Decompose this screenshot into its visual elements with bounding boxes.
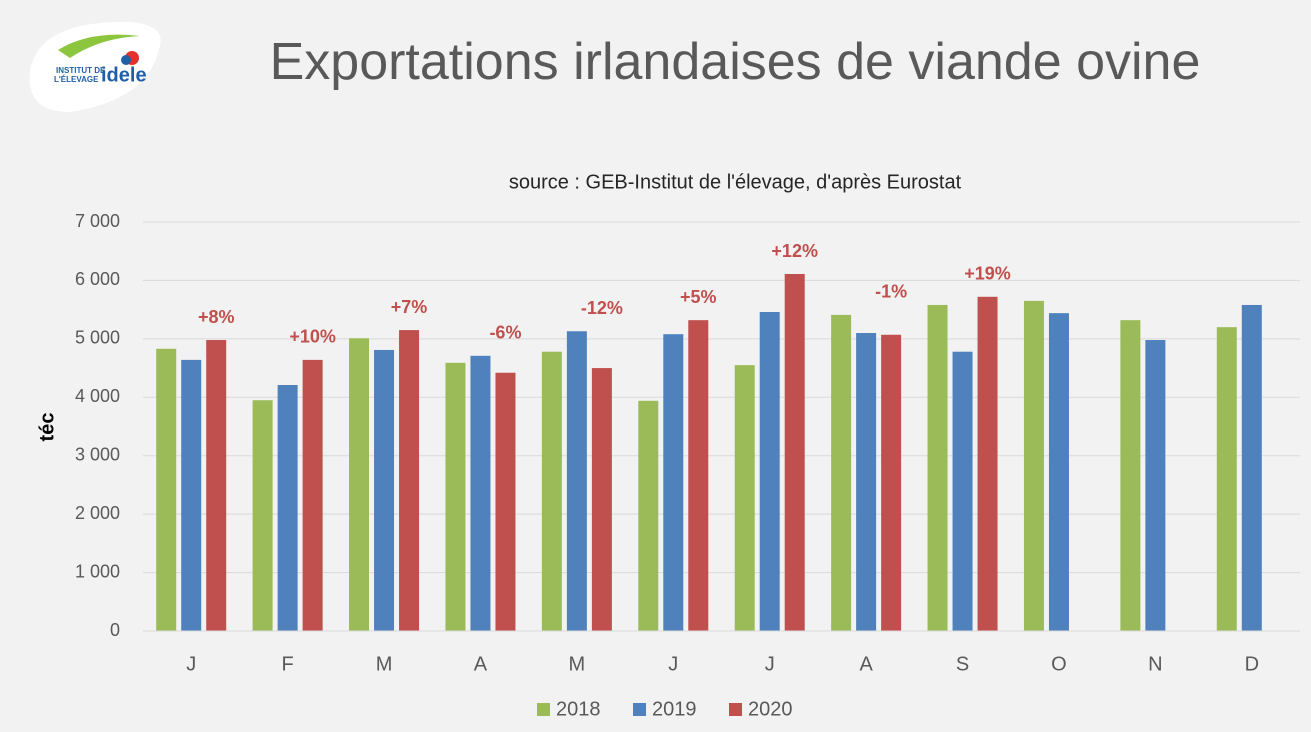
bar [566, 331, 587, 631]
logo-shape [29, 21, 161, 112]
legend-label: 2020 [748, 698, 793, 720]
y-tick-label: 3 000 [75, 444, 120, 464]
x-tick-label: A [859, 653, 873, 675]
x-tick-label: J [765, 653, 775, 675]
logo: INSTITUT DE L'ÉLEVAGE idele [29, 21, 161, 112]
logo-swoosh [58, 34, 140, 58]
x-tick-label: F [282, 653, 294, 675]
y-tick-label: 0 [110, 620, 120, 640]
legend-swatch [537, 703, 550, 716]
logo-text: INSTITUT DE [56, 66, 106, 75]
y-tick-label: 1 000 [75, 561, 120, 581]
annotation: +10% [289, 327, 336, 347]
x-tick-label: S [956, 653, 969, 675]
bar [831, 314, 852, 631]
bar [759, 311, 780, 631]
annotation: +5% [680, 287, 717, 307]
bar [638, 400, 659, 631]
bar [181, 359, 202, 631]
logo-brand: idele [101, 64, 147, 86]
bar [784, 274, 805, 631]
x-tick-label: D [1245, 653, 1259, 675]
logo-text: L'ÉLEVAGE [54, 75, 99, 84]
bar [156, 348, 177, 631]
y-tick-label: 6 000 [75, 269, 120, 289]
bar [1145, 340, 1166, 631]
bar [856, 333, 877, 631]
bar [541, 351, 562, 631]
x-tick-label: J [186, 653, 196, 675]
bar [881, 334, 902, 631]
annotation: +7% [391, 297, 428, 317]
y-axis-label: téc [36, 413, 58, 442]
annotation: -6% [489, 323, 521, 343]
legend-label: 2018 [556, 698, 601, 720]
x-tick-label: J [668, 653, 678, 675]
y-tick-label: 2 000 [75, 503, 120, 523]
y-tick-label: 5 000 [75, 328, 120, 348]
bar [927, 304, 948, 631]
bar [206, 340, 227, 631]
chart-subtitle: source : GEB-Institut de l'élevage, d'ap… [509, 171, 962, 193]
annotation: +19% [964, 264, 1011, 284]
x-tick-label: M [569, 653, 586, 675]
bar [374, 349, 395, 631]
bar [591, 368, 612, 631]
bar [1048, 313, 1069, 631]
bar [302, 359, 323, 631]
bar [977, 296, 998, 631]
legend-swatch [729, 703, 742, 716]
bar [399, 330, 420, 631]
bar [663, 334, 684, 631]
annotation: +8% [198, 307, 235, 327]
bar [1120, 320, 1141, 631]
bar [277, 385, 298, 631]
x-tick-label: N [1148, 653, 1162, 675]
chart-title: Exportations irlandaises de viande ovine [269, 33, 1201, 91]
annotation: +12% [771, 241, 818, 261]
y-tick-label: 7 000 [75, 211, 120, 231]
bar [1241, 304, 1262, 631]
x-tick-label: M [376, 653, 393, 675]
logo-dot [121, 55, 131, 65]
bar [952, 351, 973, 631]
annotation: -12% [581, 298, 623, 318]
x-tick-label: A [474, 653, 488, 675]
bar [688, 320, 709, 631]
bar [349, 338, 370, 631]
legend-swatch [633, 703, 646, 716]
bar [495, 372, 516, 631]
bar [470, 355, 491, 631]
bar [1023, 300, 1044, 631]
bar [734, 365, 755, 631]
bar [252, 400, 273, 631]
legend-label: 2019 [652, 698, 697, 720]
bar [445, 362, 466, 631]
annotation: -1% [875, 282, 907, 302]
bar [1216, 327, 1237, 631]
y-tick-label: 4 000 [75, 386, 120, 406]
x-tick-label: O [1051, 653, 1067, 675]
